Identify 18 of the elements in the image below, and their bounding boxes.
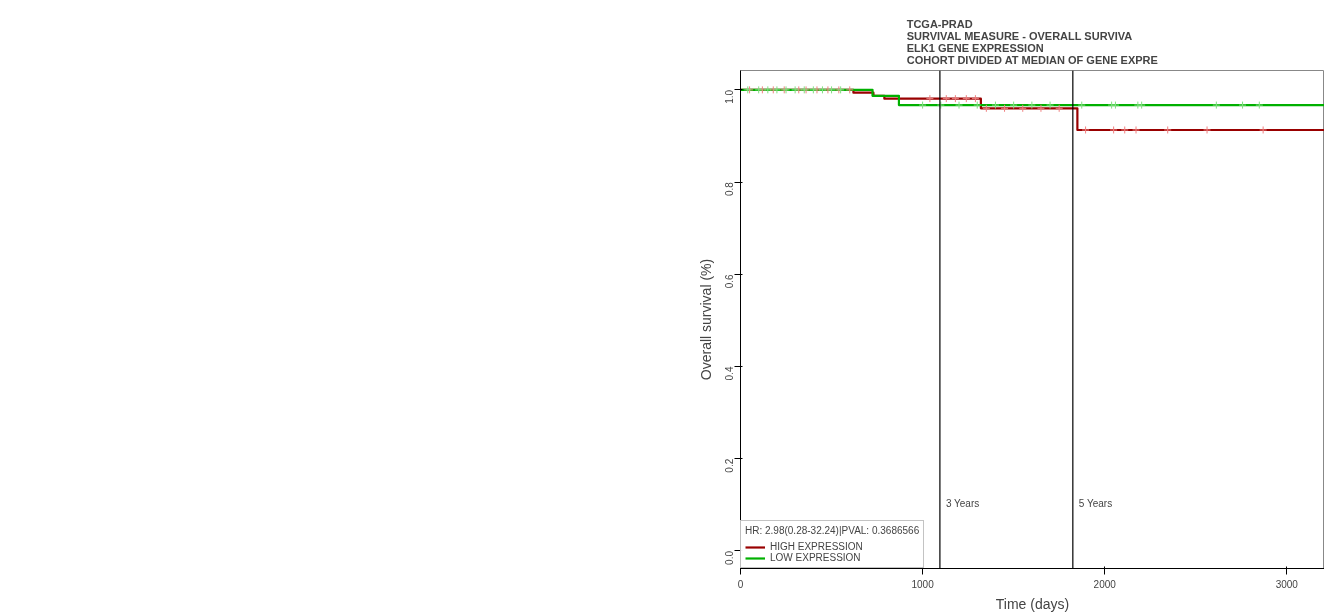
y-tick-label: 0.4 <box>724 366 736 381</box>
y-tick-label: 0.0 <box>724 550 736 565</box>
y-tick-label: 0.6 <box>724 273 736 289</box>
legend-label: LOW EXPRESSION <box>770 552 861 563</box>
ref-line-label: 5 Years <box>1078 498 1113 510</box>
y-axis-title: Overall survival (%) <box>697 258 714 381</box>
x-tick-label: 3000 <box>1275 578 1299 590</box>
legend-title: HR: 2.98(0.28-32.24)|PVAL: 0.3686566 <box>745 525 920 536</box>
y-tick-label: 1.0 <box>724 89 736 104</box>
ref-line-label: 3 Years <box>945 498 980 510</box>
y-tick-label: 0.2 <box>724 458 736 473</box>
x-tick-label: 1000 <box>911 578 935 590</box>
chart-title: TCGA-PRAD SURVIVAL MEASURE - OVERALL SURVIVA ELK1 GENE EXPRESSION COHORT DIVIDED AT MEDIAN OF GENE EXPRE <box>906 17 1158 66</box>
x-axis-title: Time (days) <box>995 595 1070 612</box>
y-tick-label: 0.8 <box>724 181 736 196</box>
x-tick-label: 0 <box>737 578 744 590</box>
legend-label: HIGH EXPRESSION <box>770 541 863 552</box>
x-tick-label: 2000 <box>1093 578 1117 590</box>
